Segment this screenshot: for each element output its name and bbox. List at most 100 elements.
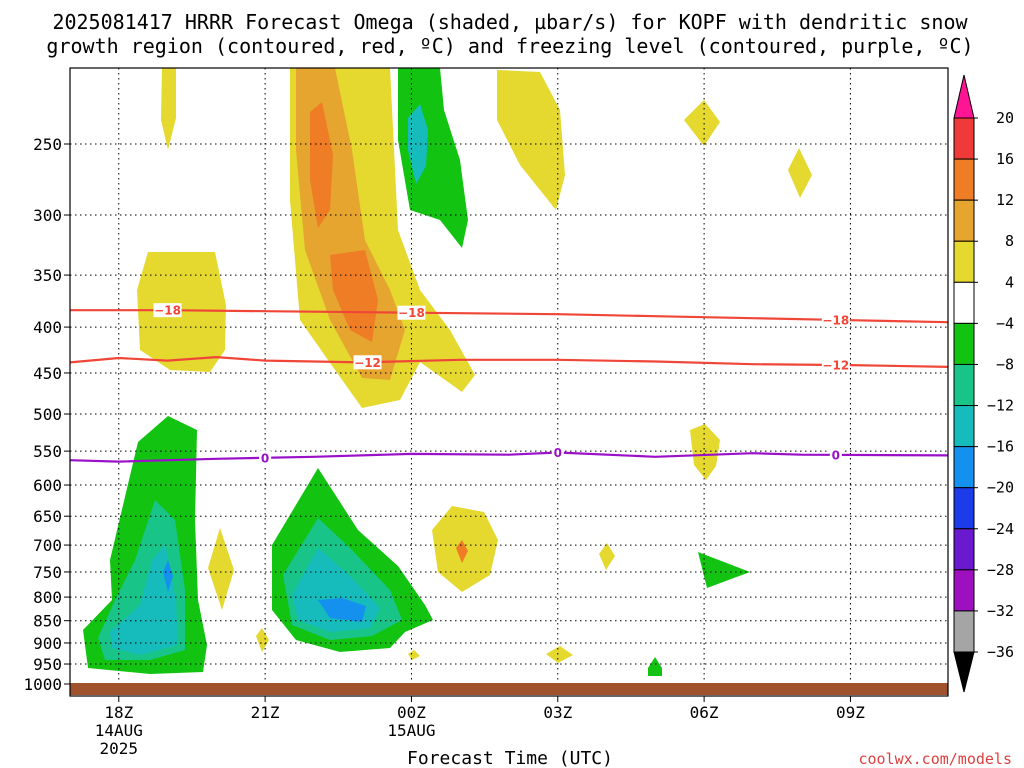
plot-background xyxy=(70,68,948,696)
colorbar-segment xyxy=(953,199,975,242)
contour-label: −12 xyxy=(822,358,849,372)
colorbar-label: −28 xyxy=(987,561,1014,579)
omega-shade-cyan xyxy=(408,104,428,184)
y-tick-label: 750 xyxy=(33,563,62,582)
colorbar-label: −12 xyxy=(987,397,1014,415)
omega-shade-blue xyxy=(163,560,173,592)
colorbar-label: 16 xyxy=(996,150,1014,168)
colorbar-segment xyxy=(953,528,975,571)
y-tick-label: 650 xyxy=(33,507,62,526)
omega-shade-yellow xyxy=(408,650,420,660)
colorbar-top-arrow xyxy=(953,74,975,119)
colorbar-label: −16 xyxy=(987,438,1014,456)
y-tick-label: 900 xyxy=(33,634,62,653)
x-axis-label: Forecast Time (UTC) xyxy=(407,748,613,768)
y-tick-label: 950 xyxy=(33,655,62,674)
colorbar-label: 8 xyxy=(1005,232,1014,250)
contour-label: −18 xyxy=(154,304,181,318)
colorbar-segment xyxy=(953,446,975,489)
contour-label-bg xyxy=(259,450,272,465)
contour-label-bg xyxy=(821,357,850,372)
colorbar-label: −32 xyxy=(987,602,1014,620)
y-tick-label: 1000 xyxy=(23,675,62,694)
colorbar-bottom-arrow xyxy=(953,651,975,693)
contour-label-bg xyxy=(551,445,564,460)
plot-frame xyxy=(69,67,949,697)
chart-grid xyxy=(70,68,948,696)
x-tick-label: 09Z xyxy=(836,703,865,722)
chart-title-line2: growth region (contoured, red, ºC) and f… xyxy=(46,34,973,58)
x-tick-label: 00Z xyxy=(397,703,426,722)
omega-shade-yellow xyxy=(161,68,176,150)
omega-shade-orange xyxy=(310,102,333,228)
x-tick-year-label: 2025 xyxy=(100,739,139,758)
x-tick-label: 18Z xyxy=(104,703,133,722)
contour-line xyxy=(70,309,949,324)
colorbar-label: −36 xyxy=(987,643,1014,661)
x-tick-label: 06Z xyxy=(690,703,719,722)
contour-label: 0 xyxy=(832,448,840,462)
y-tick-label: 450 xyxy=(33,364,62,383)
x-tick-label: 03Z xyxy=(543,703,572,722)
y-axis-ticks: 250 300 350 400 450 500 550 600 650 700 750 800 850 9… xyxy=(23,135,70,694)
colorbar-label: −24 xyxy=(987,520,1014,538)
omega-shade-blue xyxy=(318,598,366,622)
omega-shade-green xyxy=(648,657,662,676)
colorbar-segment xyxy=(953,610,975,653)
y-tick-label: 300 xyxy=(33,206,62,225)
credit-text: coolwx.com/models xyxy=(858,750,1012,768)
omega-shade-cyan xyxy=(110,545,178,655)
colorbar-segment xyxy=(953,363,975,407)
contour-label: 0 xyxy=(554,446,562,460)
omega-shade-yellow xyxy=(690,424,720,480)
colorbar-segment xyxy=(953,569,975,612)
y-tick-label: 850 xyxy=(33,612,62,631)
colorbar-label: −4 xyxy=(996,314,1014,332)
omega-shade-orange xyxy=(330,250,378,342)
colorbar-segment xyxy=(953,240,975,283)
colorbar-segment xyxy=(953,405,975,448)
colorbar-label: 20 xyxy=(996,109,1014,127)
omega-shade-yellow xyxy=(599,543,615,570)
x-tick-label: 21Z xyxy=(251,703,280,722)
y-tick-label: 350 xyxy=(33,266,62,285)
contour-label-bg xyxy=(821,312,850,327)
y-tick-label: 250 xyxy=(33,135,62,154)
colorbar-segment xyxy=(953,281,975,324)
omega-shade-green xyxy=(698,552,750,588)
omega-shade-orange xyxy=(456,540,468,563)
contour-label-bg xyxy=(353,355,382,370)
omega-shading xyxy=(83,68,812,676)
colorbar: 20 16 12 8 4 −4 −8 −12 −16 −20 −24 −28 −32 −36 xyxy=(953,74,1014,693)
y-tick-label: 600 xyxy=(33,476,62,495)
y-tick-label: 400 xyxy=(33,318,62,337)
contour-label: −18 xyxy=(822,313,849,327)
omega-shade-yellow xyxy=(256,628,269,652)
contour-label: 0 xyxy=(261,451,269,465)
x-tick-date-label: 15AUG xyxy=(387,721,435,740)
omega-shade-yellow xyxy=(208,528,234,610)
x-tick-date-label: 14AUG xyxy=(95,721,143,740)
colorbar-segment xyxy=(953,487,975,530)
colorbar-label: 4 xyxy=(1005,273,1014,291)
y-tick-label: 500 xyxy=(33,405,62,424)
omega-shade-yellow xyxy=(788,148,812,198)
omega-shade-yellow xyxy=(497,70,565,210)
colorbar-segment xyxy=(953,158,975,201)
colorbar-label: 12 xyxy=(996,191,1014,209)
y-tick-label: 700 xyxy=(33,536,62,555)
temperature-contours: −18 −18 −18 −12 −12 0 0 0 xyxy=(69,303,949,465)
contour-label: −12 xyxy=(354,356,381,370)
y-tick-label: 800 xyxy=(33,588,62,607)
ground-strip xyxy=(70,683,948,695)
chart-title-line1: 2025081417 HRRR Forecast Omega (shaded, … xyxy=(52,10,968,34)
contour-label-bg xyxy=(829,447,842,462)
contour-label: −18 xyxy=(398,306,425,320)
omega-shade-yellow xyxy=(546,646,573,663)
colorbar-segment xyxy=(953,322,975,365)
omega-shade-yellow xyxy=(684,100,720,146)
contour-line xyxy=(69,355,949,368)
colorbar-label: −8 xyxy=(996,355,1014,373)
